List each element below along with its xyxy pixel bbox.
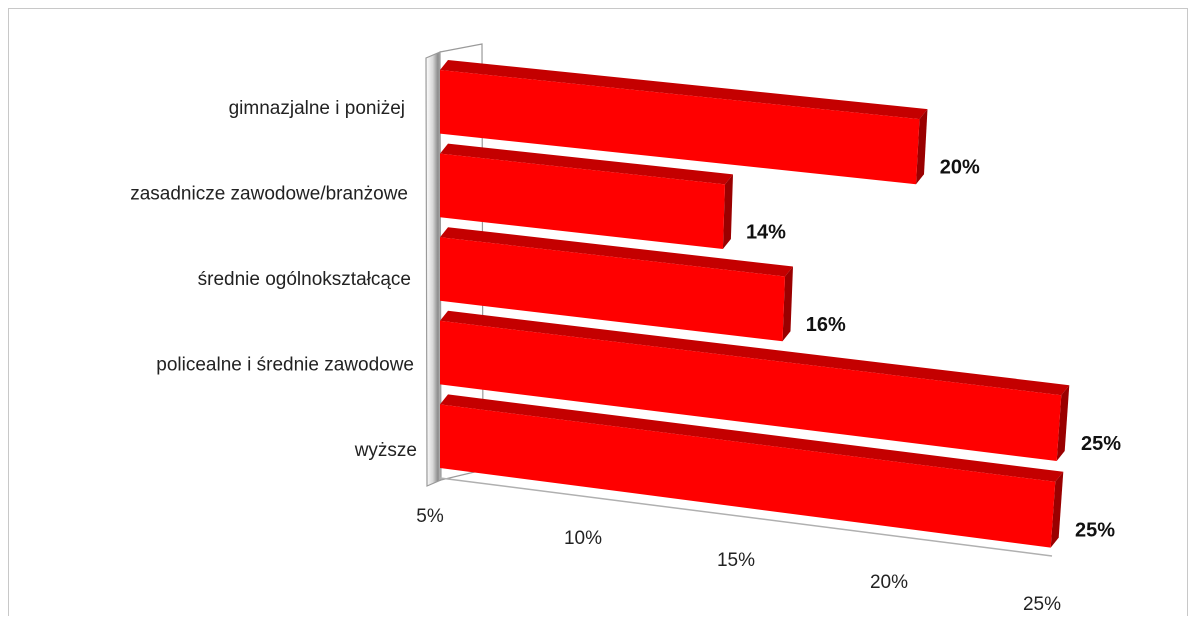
x-tick-label-2: 10% bbox=[564, 528, 602, 549]
bar-top-face bbox=[440, 394, 1064, 482]
bar-top-face bbox=[440, 310, 1070, 396]
bar-5 bbox=[440, 394, 1064, 548]
category-label-4: policealne i średnie zawodowe bbox=[156, 355, 414, 376]
bar-front-face bbox=[440, 404, 1056, 548]
data-label-3: 16% bbox=[806, 314, 846, 336]
bar-2 bbox=[440, 143, 733, 249]
bar-end-face bbox=[916, 109, 928, 185]
x-tick-label-1: 5% bbox=[416, 506, 444, 527]
bar-3 bbox=[440, 227, 793, 342]
category-label-2: zasadnicze zawodowe/branżowe bbox=[130, 183, 408, 204]
data-label-2: 14% bbox=[746, 222, 786, 244]
bar-4 bbox=[440, 310, 1070, 461]
bar-end-face bbox=[722, 174, 733, 249]
bar-front-face bbox=[440, 153, 725, 249]
chart-frame bbox=[8, 8, 1188, 616]
category-label-3: średnie ogólnokształcące bbox=[198, 269, 411, 290]
bar-top-face bbox=[440, 60, 928, 120]
data-label-4: 25% bbox=[1081, 433, 1121, 455]
bar-front-face bbox=[440, 70, 920, 185]
bar-1 bbox=[440, 60, 928, 185]
bar-top-face bbox=[440, 143, 733, 185]
x-tick-label-5: 25% bbox=[1023, 594, 1061, 615]
x-axis-line bbox=[439, 477, 1053, 557]
category-label-5: wyższe bbox=[354, 440, 417, 461]
data-label-5: 25% bbox=[1075, 520, 1115, 542]
bar-front-face bbox=[440, 320, 1062, 461]
data-label-1: 20% bbox=[940, 157, 980, 179]
bar-end-face bbox=[1056, 385, 1070, 461]
bar-end-face bbox=[782, 266, 793, 342]
bar-top-face bbox=[440, 227, 793, 277]
x-tick-label-4: 20% bbox=[870, 572, 908, 593]
x-tick-label-3: 15% bbox=[717, 550, 755, 571]
category-label-1: gimnazjalne i poniżej bbox=[229, 98, 405, 119]
bar-end-face bbox=[1050, 471, 1064, 548]
bar-front-face bbox=[440, 237, 785, 342]
back-wall bbox=[425, 51, 442, 487]
